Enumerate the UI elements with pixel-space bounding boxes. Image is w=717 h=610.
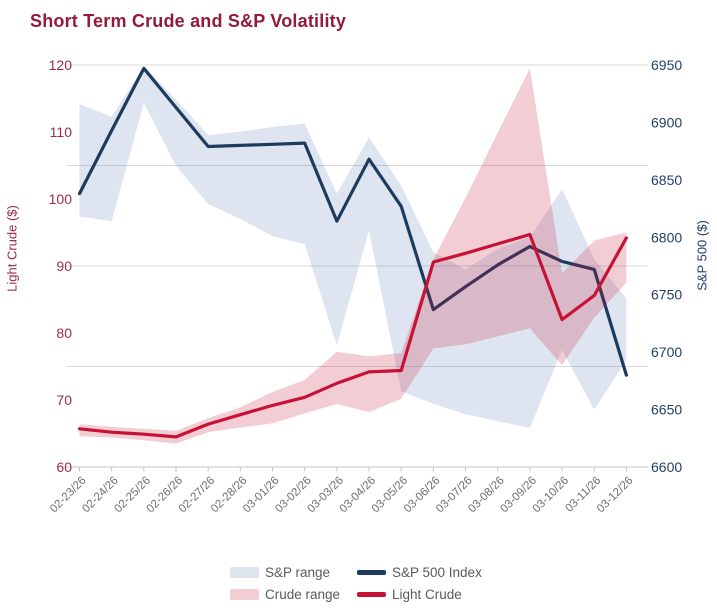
left-tick-label: 80 [56, 325, 72, 341]
legend-label: S&P range [265, 565, 331, 580]
left-tick-label: 100 [49, 191, 73, 207]
left-tick-label: 70 [56, 392, 72, 408]
legend-swatch-light-crude [357, 592, 386, 597]
left-tick-label: 110 [50, 124, 73, 140]
band-s-p-range [79, 66, 627, 428]
right-tick-label: 6600 [651, 459, 682, 475]
legend-label: Crude range [265, 587, 341, 602]
legend-swatch-crude-range [230, 589, 259, 600]
band-crude-range [79, 68, 627, 444]
left-tick-label: 120 [49, 57, 73, 73]
legend-item-s-p-500-index: S&P 500 Index [357, 565, 517, 580]
legend: S&P range S&P 500 Index Crude range Light C… [230, 565, 517, 602]
right-tick-label: 6750 [651, 287, 682, 303]
legend-item-crude-range: Crude range [230, 587, 357, 602]
right-tick-label: 6800 [651, 229, 682, 245]
legend-swatch-s-p-range [230, 567, 259, 578]
legend-label: S&P 500 Index [392, 565, 482, 580]
left-tick-label: 60 [56, 459, 72, 475]
legend-label: Light Crude [392, 587, 462, 602]
legend-item-light-crude: Light Crude [357, 587, 517, 602]
line-light-crude [77, 232, 628, 439]
right-tick-label: 6850 [651, 172, 682, 188]
right-tick-label: 6950 [651, 57, 682, 73]
right-tick-label: 6900 [651, 114, 682, 130]
left-tick-label: 90 [56, 258, 72, 274]
right-tick-label: 6700 [651, 344, 682, 360]
chart-title: Short Term Crude and S&P Volatility [30, 11, 347, 31]
right-tick-label: 6650 [651, 402, 682, 418]
legend-swatch-s-p-500-index [357, 570, 386, 575]
legend-item-s-p-range: S&P range [230, 565, 357, 580]
x-tick-label: 03-12/26 [595, 475, 636, 516]
